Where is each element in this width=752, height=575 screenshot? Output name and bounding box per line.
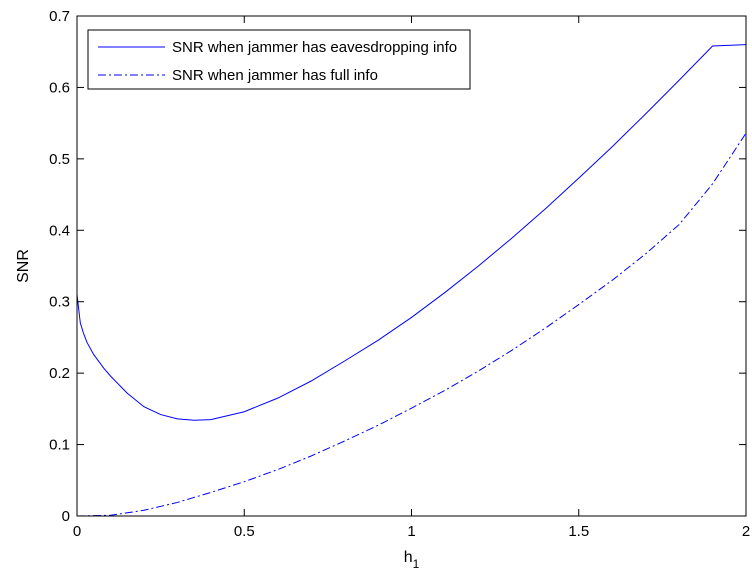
y-axis-title: SNR [15,249,32,283]
x-tick-label: 0.5 [234,523,255,540]
x-tick-label: 1.5 [568,523,589,540]
x-tick-label: 0 [73,523,81,540]
axis-ticks: 0 0.5 1 1.5 2 0 0.1 0.2 0.3 0.4 0.5 0.6 0.7 [49,8,750,540]
series-line-full-info [76,132,747,517]
y-tick-label: 0.1 [49,437,70,454]
x-axis-title: h1 [404,549,420,571]
y-tick-label: 0.5 [49,151,70,168]
y-tick-label: 0.6 [49,79,70,96]
legend: SNR when jammer has eavesdropping info S… [87,29,471,90]
y-tick-label: 0.4 [49,222,70,239]
x-axis-title-main: h [404,549,413,566]
x-tick-label: 1 [407,523,415,540]
plot-area [76,44,747,517]
legend-box [87,29,471,90]
x-tick-label: 2 [742,523,750,540]
series-line-eavesdropping [76,44,747,421]
y-tick-label: 0 [62,508,70,525]
y-tick-label: 0.2 [49,365,70,382]
x-axis-title-subscript: 1 [413,557,420,571]
legend-label-eavesdropping: SNR when jammer has eavesdropping info [172,39,457,56]
legend-label-full-info: SNR when jammer has full info [172,67,378,84]
y-tick-label: 0.7 [49,8,70,25]
y-tick-label: 0.3 [49,294,70,311]
